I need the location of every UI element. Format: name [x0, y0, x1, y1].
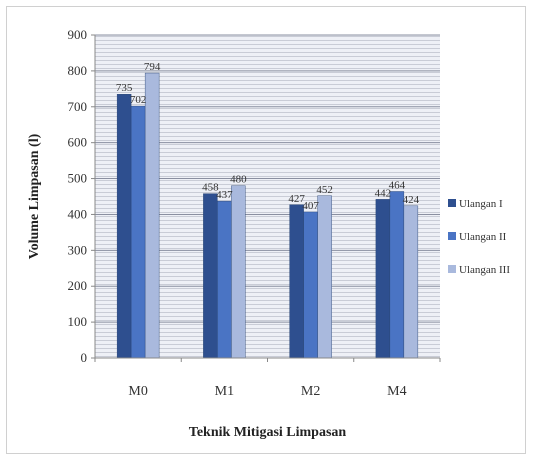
data-label: 442	[375, 187, 392, 199]
data-label: 464	[389, 179, 406, 191]
y-tick-label: 200	[68, 278, 88, 293]
legend-label: Ulangan I	[459, 198, 503, 210]
data-label: 480	[230, 174, 247, 186]
y-tick-label: 800	[68, 63, 88, 78]
bar-M0-series-3	[144, 72, 160, 359]
data-label: 437	[216, 189, 233, 201]
bar-M1-series-2	[217, 200, 232, 359]
data-label: 735	[116, 82, 133, 94]
legend-swatch	[448, 232, 456, 240]
bar-M2-series-2	[303, 211, 318, 359]
y-tick-label: 600	[68, 135, 88, 150]
y-axis-title: Volume Limpasan (l)	[27, 133, 42, 259]
x-axis-title: Teknik Mitigasi Limpasan	[189, 425, 347, 440]
y-tick-label: 700	[68, 99, 88, 114]
bar-M0-series-1	[116, 94, 132, 359]
bar-M0-series-2	[130, 105, 146, 359]
data-label: 427	[288, 193, 305, 205]
bar-M4-series-2	[389, 191, 405, 359]
data-label: 407	[302, 200, 319, 212]
data-label: 458	[202, 182, 219, 194]
data-label: 702	[130, 94, 147, 106]
y-tick-label: 0	[81, 350, 88, 365]
x-category-label: M0	[128, 384, 147, 399]
legend-swatch	[448, 265, 456, 273]
x-category-label: M4	[387, 384, 406, 399]
y-tick-label: 900	[68, 27, 88, 42]
y-tick-label: 500	[68, 171, 88, 186]
bar-M2-series-3	[317, 195, 332, 359]
bar-M4-series-1	[375, 199, 391, 359]
data-label: 452	[316, 184, 333, 196]
bar-M1-series-1	[203, 193, 218, 359]
y-tick-label: 100	[68, 314, 88, 329]
legend-label: Ulangan II	[459, 231, 507, 243]
bar-M4-series-3	[403, 205, 419, 359]
data-label: 794	[144, 61, 161, 73]
data-label: 424	[403, 194, 420, 206]
legend-swatch	[448, 199, 456, 207]
y-tick-label: 400	[68, 206, 88, 221]
x-axis-categories: M0 M1 M2 M4	[94, 358, 441, 399]
bars	[116, 72, 419, 359]
x-category-label: M2	[301, 384, 320, 399]
bar-M2-series-1	[289, 204, 304, 359]
legend: Ulangan I Ulangan II Ulangan III	[448, 198, 510, 276]
y-tick-label: 300	[68, 242, 88, 257]
y-axis-ticks: 0 100 200 300 400 500 600 700 800 900	[68, 27, 95, 365]
x-category-label: M1	[215, 384, 234, 399]
legend-label: Ulangan III	[459, 264, 510, 276]
bar-M1-series-3	[231, 185, 246, 359]
